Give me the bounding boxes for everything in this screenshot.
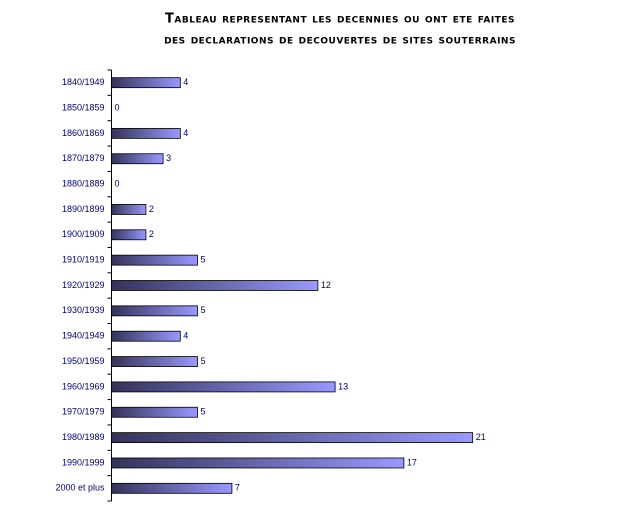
bar [111,77,181,89]
bar [111,254,198,266]
chart-title: Tableau representant les decennies ou on… [165,12,515,27]
bar [111,457,405,469]
value-label: 2 [149,229,154,239]
y-tick-label: 1870/1879 [62,153,105,163]
bar [111,153,164,165]
y-tick-label: 1960/1969 [62,381,105,391]
bar [111,356,198,367]
y-tick-label: 1930/1939 [62,305,105,315]
y-tick-label: 1900/1909 [62,229,105,239]
bar [111,381,336,393]
value-label: 13 [338,381,348,391]
y-tick-label: 1840/1949 [62,77,105,87]
y-tick-label: 1910/1919 [62,255,105,265]
bar [111,229,147,241]
value-label: 3 [166,153,171,163]
value-label: 21 [476,432,486,442]
y-tick-label: 1940/1949 [62,331,105,341]
y-tick-label: 1970/1979 [62,407,105,417]
bar [111,127,181,139]
bar [111,432,474,444]
y-tick-label: 1890/1899 [62,204,105,214]
y-tick-label: 1860/1869 [62,128,105,138]
bar [111,280,319,291]
value-label: 17 [407,457,417,467]
value-label: 5 [201,255,206,265]
value-label: 4 [183,128,188,138]
value-label: 7 [235,483,240,493]
value-label: 5 [201,356,206,366]
bar [111,305,198,317]
y-tick-label: 1950/1959 [62,356,105,366]
value-label: 4 [183,77,188,87]
y-tick-label: 1880/1889 [62,178,105,188]
bar [111,204,147,215]
y-tick-label: 1850/1859 [62,102,105,112]
bar [111,330,181,342]
value-label: 0 [115,102,120,112]
value-label: 5 [201,305,206,315]
value-label: 12 [321,280,331,290]
value-label: 4 [183,331,188,341]
bar [111,482,233,494]
y-tick-label: 1990/1999 [62,457,105,467]
value-label: 2 [149,204,154,214]
y-tick-label: 2000 et plus [55,483,105,493]
value-label: 5 [201,407,206,417]
value-label: 0 [115,178,120,188]
chart-title: des declarations de decouvertes de sites… [164,33,516,48]
y-tick-label: 1980/1989 [62,432,105,442]
y-tick-label: 1920/1929 [62,280,105,290]
bar [111,406,198,418]
